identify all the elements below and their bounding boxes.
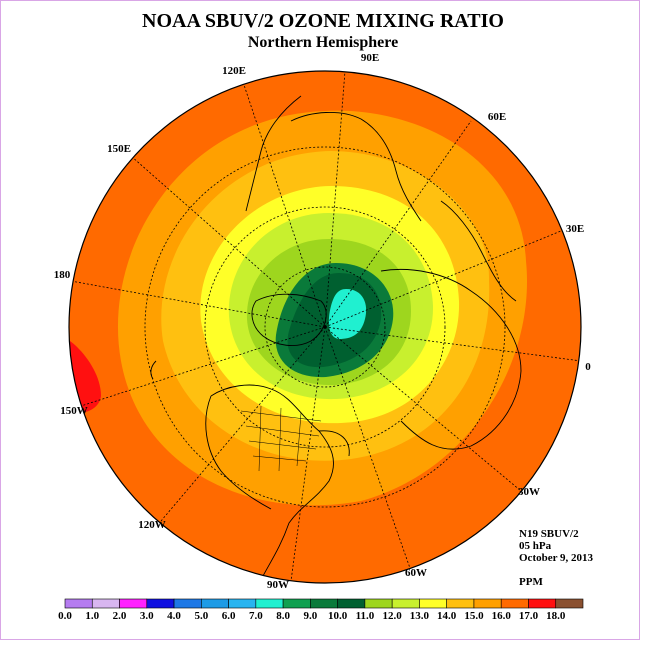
lon-label-30w: 30W <box>518 486 540 498</box>
colorbar-tick-label: 2.0 <box>113 610 127 622</box>
lon-label-30e: 30E <box>566 223 584 235</box>
ozone-map-figure: NOAA SBUV/2 OZONE MIXING RATIO Northern … <box>54 10 594 622</box>
colorbar-swatch <box>91 598 120 609</box>
colorbar-tick-label: 1.0 <box>85 610 99 622</box>
date-label: October 9, 2013 <box>519 552 594 564</box>
lon-label-180: 180 <box>54 269 71 281</box>
colorbar-tick-label: 0.0 <box>58 610 72 622</box>
colorbar-tick-label: 10.0 <box>328 610 348 622</box>
colorbar-tick-label: 4.0 <box>167 610 181 622</box>
lon-label-60e: 60E <box>488 111 506 123</box>
band-7 <box>328 289 367 339</box>
hemisphere-border <box>68 70 582 584</box>
page-title: NOAA SBUV/2 OZONE MIXING RATIO <box>142 10 504 32</box>
graticule <box>70 71 581 582</box>
satellite-label: N19 SBUV/2 <box>519 528 579 540</box>
colorbar-swatch <box>64 598 93 609</box>
colorbar-tick-label: 7.0 <box>249 610 263 622</box>
lon-label-90w: 90W <box>267 579 289 591</box>
colorbar-swatch <box>228 598 257 609</box>
lon-label-120w: 120W <box>138 519 166 531</box>
ozone-field <box>69 71 581 583</box>
colorbar-tick-label: 3.0 <box>140 610 154 622</box>
colorbar-tick-label: 11.0 <box>356 610 375 622</box>
lon-label-150w: 150W <box>60 405 88 417</box>
colorbar-tick-label: 12.0 <box>383 610 403 622</box>
colorbar-tick-label: 14.0 <box>437 610 457 622</box>
page-subtitle: Northern Hemisphere <box>248 34 398 51</box>
colorbar-tick-label: 15.0 <box>464 610 484 622</box>
colorbar-swatch <box>528 598 557 609</box>
units-label: PPM <box>519 576 543 588</box>
colorbar-swatch <box>446 598 475 609</box>
pressure-level-label: 05 hPa <box>519 540 552 552</box>
colorbar-tick-label: 9.0 <box>303 610 317 622</box>
colorbar-swatch <box>555 598 584 609</box>
colorbar-swatch <box>500 598 529 609</box>
us-state-borders <box>240 405 322 472</box>
colorbar-swatch <box>146 598 175 609</box>
coastlines <box>150 95 522 577</box>
colorbar-tick-label: 8.0 <box>276 610 290 622</box>
colorbar-swatch <box>337 598 366 609</box>
lon-label-90e: 90E <box>361 52 379 64</box>
colorbar-tick-label: 13.0 <box>410 610 430 622</box>
colorbar-swatch <box>201 598 229 609</box>
lon-label-60w: 60W <box>405 567 427 579</box>
colorbar-swatch <box>173 598 202 609</box>
colorbar-swatch <box>310 598 338 609</box>
colorbar-swatch <box>473 598 502 609</box>
colorbar-swatch <box>255 598 284 609</box>
colorbar-tick-label: 18.0 <box>546 610 566 622</box>
colorbar-swatch <box>364 598 393 609</box>
lon-label-0: 0 <box>585 361 591 373</box>
colorbar-swatch <box>391 598 420 609</box>
colorbar-tick-label: 5.0 <box>194 610 208 622</box>
lon-label-120e: 120E <box>222 65 246 77</box>
colorbar-tick-label: 6.0 <box>222 610 236 622</box>
colorbar-swatch <box>419 598 447 609</box>
colorbar-swatch <box>282 598 311 609</box>
colorbar-tick-label: 17.0 <box>519 610 539 622</box>
colorbar-tick-label: 16.0 <box>492 610 512 622</box>
lon-label-150e: 150E <box>107 143 131 155</box>
colorbar-swatch <box>119 598 148 609</box>
figure-frame: NOAA SBUV/2 OZONE MIXING RATIO Northern … <box>0 0 640 640</box>
colorbar: 0.0 1.0 2.0 3.0 4.0 5.0 6.0 7.0 8.0 9.0 10.0 11.0 12… <box>58 598 584 622</box>
